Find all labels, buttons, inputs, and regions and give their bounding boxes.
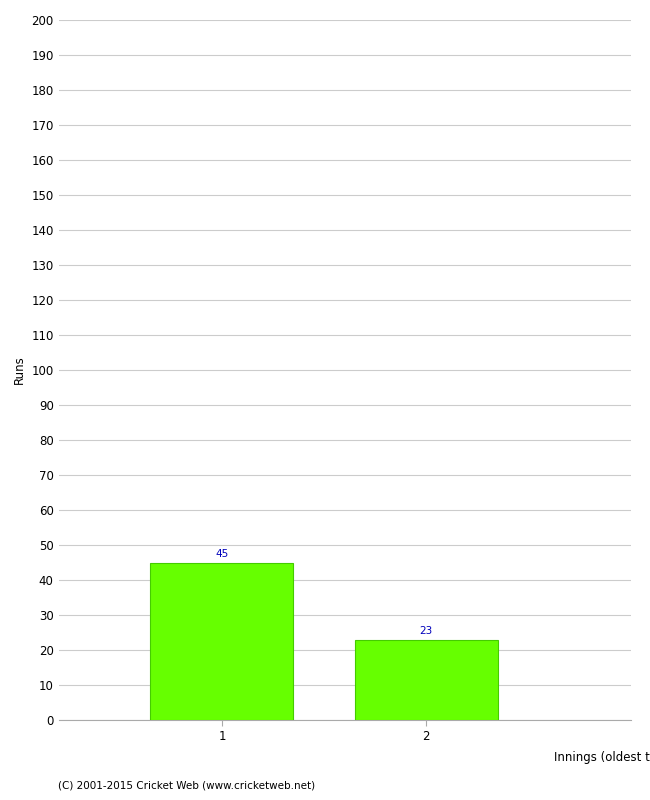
- X-axis label: Innings (oldest to newest): Innings (oldest to newest): [554, 751, 650, 765]
- Bar: [150, 562, 293, 720]
- Y-axis label: Runs: Runs: [13, 356, 26, 384]
- Text: 45: 45: [215, 549, 229, 559]
- Bar: [355, 639, 498, 720]
- Text: (C) 2001-2015 Cricket Web (www.cricketweb.net): (C) 2001-2015 Cricket Web (www.cricketwe…: [58, 781, 316, 790]
- Text: 23: 23: [420, 626, 433, 636]
